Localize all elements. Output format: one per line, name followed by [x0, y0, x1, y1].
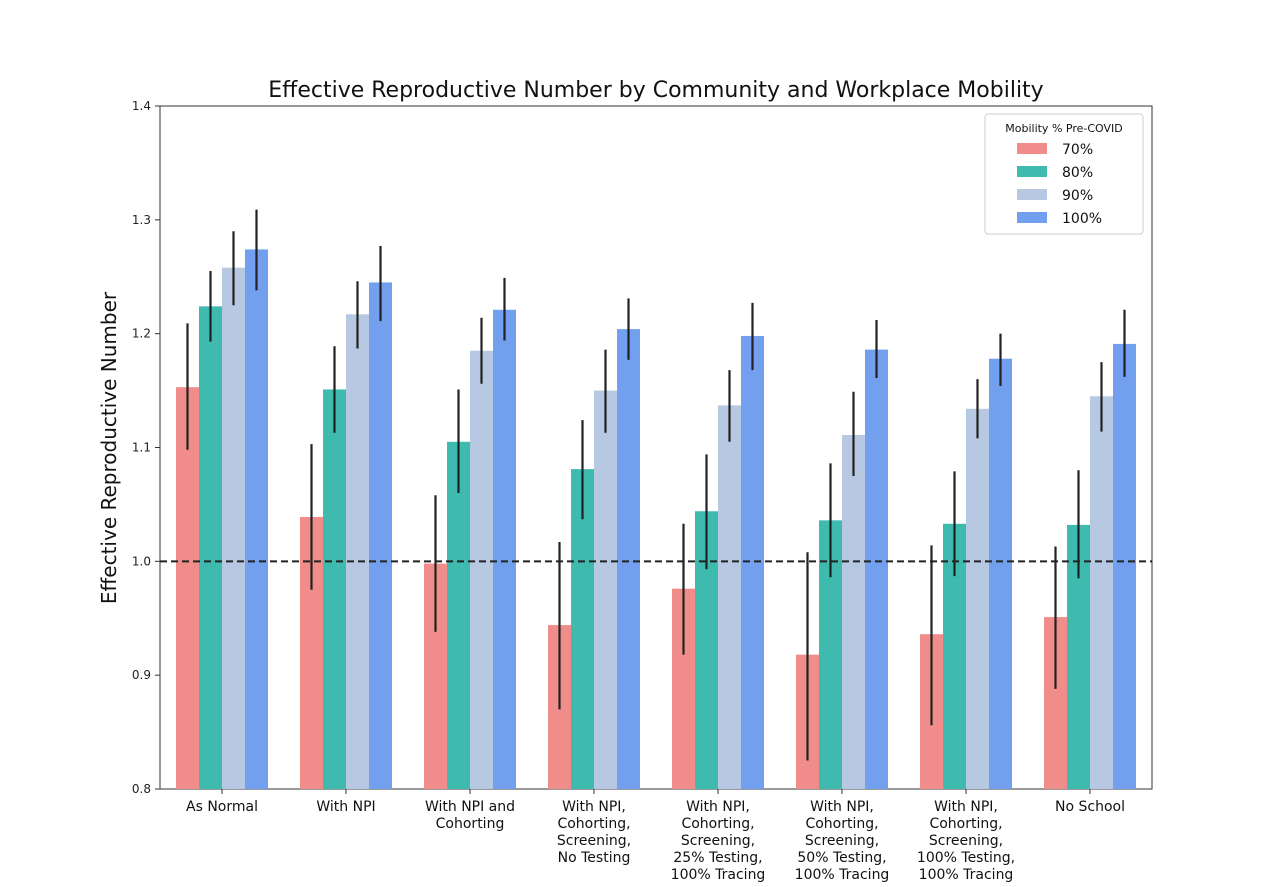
bar-100pct-0 — [245, 249, 268, 789]
x-tick-label: Cohorting, — [929, 816, 1002, 832]
plot-area: 0.8 0.9 1.0 1.1 1.2 1.3 1.4 As Normal With NPI Wi… — [132, 99, 1153, 883]
x-tick-label: With NPI and — [425, 799, 515, 815]
y-tick-label: 1.4 — [132, 99, 151, 113]
x-tick-label: Cohorting, — [681, 816, 754, 832]
bar-90pct-2 — [470, 350, 493, 789]
y-tick-label: 1.2 — [132, 327, 151, 341]
bar-90pct-1 — [346, 314, 369, 789]
bar-80pct-4 — [695, 511, 718, 789]
y-axis-label: Effective Reproductive Number — [97, 291, 121, 604]
x-tick-label: 100% Tracing — [919, 867, 1014, 883]
bar-90pct-3 — [594, 390, 617, 789]
x-tick-label: With NPI — [316, 799, 375, 815]
bar-90pct-7 — [1090, 396, 1113, 789]
chart-title: Effective Reproductive Number by Communi… — [268, 78, 1043, 103]
y-tick-label: 0.9 — [132, 668, 151, 682]
x-tick-label: 100% Tracing — [795, 867, 890, 883]
x-tick-label: 50% Testing, — [797, 850, 886, 866]
x-tick-label: Screening, — [557, 833, 631, 849]
legend-label: 70% — [1062, 142, 1093, 158]
x-tick-label: Cohorting — [436, 816, 505, 832]
bar-70pct-7 — [1044, 617, 1067, 789]
x-tick-label: Screening, — [929, 833, 1003, 849]
legend-swatch-80pct — [1017, 166, 1047, 177]
y-tick-label: 1.3 — [132, 213, 151, 227]
bar-100pct-5 — [865, 349, 888, 789]
bar-80pct-2 — [447, 441, 470, 789]
bar-90pct-0 — [222, 267, 245, 790]
bar-70pct-4 — [672, 588, 695, 789]
x-tick-label: Screening, — [805, 833, 879, 849]
bar-100pct-3 — [617, 329, 640, 789]
bar-100pct-6 — [989, 358, 1012, 789]
legend-title: Mobility % Pre-COVID — [1005, 122, 1122, 135]
x-tick-label: With NPI, — [934, 799, 998, 815]
x-tick-label: As Normal — [186, 799, 258, 815]
bar-70pct-0 — [176, 387, 199, 789]
legend: Mobility % Pre-COVID 70% 80% 90% 100% — [984, 113, 1144, 235]
x-tick-label: Screening, — [681, 833, 755, 849]
x-tick-label: 100% Testing, — [917, 850, 1015, 866]
bar-80pct-7 — [1067, 524, 1090, 789]
bar-70pct-1 — [300, 516, 323, 789]
legend-label: 80% — [1062, 165, 1093, 181]
x-tick-label: Cohorting, — [805, 816, 878, 832]
y-tick-label: 1.0 — [132, 554, 151, 568]
x-tick-label: No School — [1055, 799, 1125, 815]
x-tick-label: With NPI, — [562, 799, 626, 815]
x-tick-label: No Testing — [558, 850, 631, 866]
bar-90pct-5 — [842, 434, 865, 789]
bar-100pct-2 — [493, 309, 516, 789]
bar-80pct-5 — [819, 520, 842, 789]
bar-80pct-0 — [199, 306, 222, 789]
bar-100pct-7 — [1113, 343, 1136, 789]
legend-swatch-100pct — [1017, 212, 1047, 223]
legend-swatch-90pct — [1017, 189, 1047, 200]
x-tick-label: 100% Tracing — [671, 867, 766, 883]
bar-90pct-6 — [966, 408, 989, 789]
x-tick-label: 25% Testing, — [673, 850, 762, 866]
y-tick-label: 0.8 — [132, 782, 151, 796]
bar-100pct-1 — [369, 282, 392, 789]
bar-80pct-6 — [943, 523, 966, 789]
x-tick-label: Cohorting, — [557, 816, 630, 832]
bar-70pct-2 — [424, 563, 447, 789]
x-tick-label: With NPI, — [686, 799, 750, 815]
legend-swatch-70pct — [1017, 143, 1047, 154]
legend-label: 90% — [1062, 188, 1093, 204]
bar-100pct-4 — [741, 335, 764, 789]
bar-80pct-3 — [571, 469, 594, 789]
bar-80pct-1 — [323, 389, 346, 789]
x-tick-label: With NPI, — [810, 799, 874, 815]
legend-label: 100% — [1062, 211, 1102, 227]
y-tick-label: 1.1 — [132, 441, 151, 455]
bar-90pct-4 — [718, 405, 741, 789]
